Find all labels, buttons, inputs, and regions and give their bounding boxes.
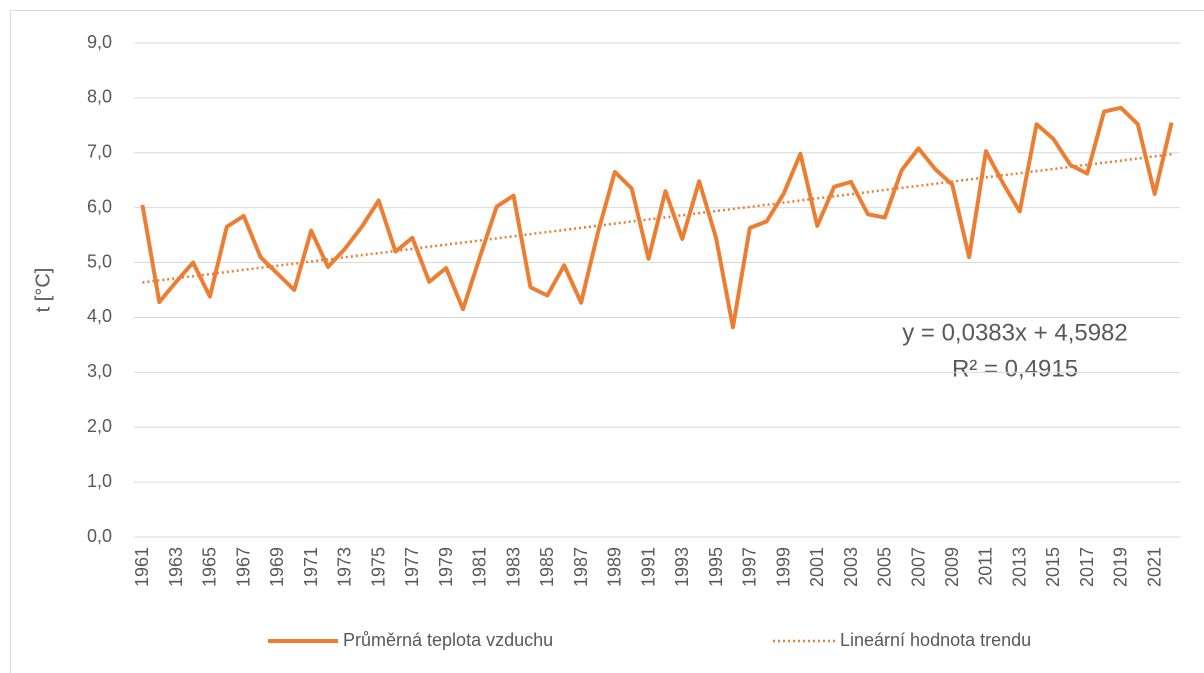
y-tick-label: 3,0 <box>87 361 112 381</box>
y-tick-label: 0,0 <box>87 526 112 546</box>
data-line <box>140 105 1174 330</box>
x-tick-label: 1987 <box>571 547 591 587</box>
x-tick-label: 1999 <box>773 547 793 587</box>
x-tick-label: 2001 <box>807 547 827 587</box>
y-tick-label: 4,0 <box>87 306 112 326</box>
x-tick-label: 2003 <box>841 547 861 587</box>
x-tick-label: 1995 <box>706 547 726 587</box>
x-tick-label: 2017 <box>1077 547 1097 587</box>
x-tick-label: 1983 <box>503 547 523 587</box>
chart-frame <box>10 10 1204 673</box>
x-tick-label: 2007 <box>908 547 928 587</box>
x-tick-label: 1981 <box>470 547 490 587</box>
x-tick-label: 1973 <box>335 547 355 587</box>
y-tick-label: 9,0 <box>87 32 112 52</box>
y-tick-label: 1,0 <box>87 471 112 491</box>
x-tick-label: 1971 <box>301 547 321 587</box>
x-tick-label: 1985 <box>537 547 557 587</box>
y-tick-label: 5,0 <box>87 251 112 271</box>
x-tick-label: 2011 <box>976 547 996 586</box>
x-tick-label: 1967 <box>233 547 253 587</box>
x-tick-label: 1961 <box>132 547 152 587</box>
x-tick-label: 1993 <box>672 547 692 587</box>
legend-label: Průměrná teplota vzduchu <box>343 630 553 650</box>
x-tick-label: 1963 <box>166 547 186 587</box>
y-tick-label: 2,0 <box>87 416 112 436</box>
trend-equation: y = 0,0383x + 4,5982 <box>902 319 1128 346</box>
x-tick-label: 2009 <box>942 547 962 587</box>
trend-r-squared: R² = 0,4915 <box>952 355 1078 382</box>
x-tick-label: 1997 <box>740 547 760 587</box>
x-tick-label: 2005 <box>875 547 895 587</box>
x-tick-label: 2015 <box>1043 547 1063 587</box>
x-tick-label: 2013 <box>1009 547 1029 587</box>
x-tick-label: 1969 <box>267 547 287 587</box>
x-tick-label: 2019 <box>1111 547 1131 587</box>
x-tick-label: 1989 <box>605 547 625 587</box>
legend-label: Lineární hodnota trendu <box>840 630 1031 650</box>
x-tick-label: 2021 <box>1144 547 1164 587</box>
x-tick-label: 1965 <box>200 547 220 587</box>
y-tick-label: 7,0 <box>87 142 112 162</box>
x-tick-label: 1975 <box>368 547 388 587</box>
x-tick-label: 1979 <box>436 547 456 587</box>
y-tick-label: 6,0 <box>87 196 112 216</box>
y-axis-label: t [°C] <box>32 268 54 313</box>
x-tick-label: 1977 <box>402 547 422 587</box>
x-tick-label: 1991 <box>638 547 658 587</box>
y-tick-label: 8,0 <box>87 87 112 107</box>
